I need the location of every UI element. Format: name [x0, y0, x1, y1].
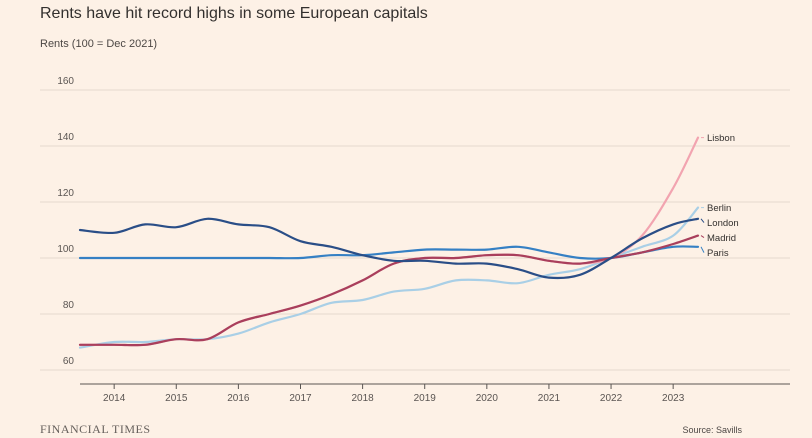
series-line-berlin	[78, 206, 700, 349]
x-tick-label: 2017	[289, 393, 312, 404]
x-tick-label: 2018	[351, 393, 374, 404]
series-label-leader	[700, 246, 705, 253]
publisher-logo: FINANCIAL TIMES	[40, 422, 151, 436]
x-tick-label: 2023	[662, 393, 685, 404]
series-label-leader	[700, 235, 705, 239]
y-tick-label: 60	[63, 356, 75, 367]
series-line-madrid	[78, 234, 700, 347]
series-line-paris	[78, 245, 700, 260]
x-tick-label: 2021	[538, 393, 561, 404]
series-labels: Lisbon Berlin London Madrid Paris	[700, 133, 739, 259]
x-tick-label: 2016	[227, 393, 250, 404]
series-label-lisbon: Lisbon	[707, 133, 735, 144]
x-tick-label: 2022	[600, 393, 623, 404]
series-label-madrid: Madrid	[707, 233, 736, 244]
y-tick-label: 100	[57, 244, 74, 255]
x-tick-label: 2019	[414, 393, 437, 404]
x-axis: 2014 2015 2016 2017 2018 2019 2020 2021 2022 2023	[80, 383, 790, 404]
x-tick-label: 2014	[103, 393, 126, 404]
source-note: Source: Savills	[682, 425, 742, 435]
series-line-london	[78, 217, 700, 280]
series-lines	[78, 136, 700, 349]
y-tick-label: 160	[57, 76, 74, 87]
series-label-paris: Paris	[707, 248, 729, 259]
y-tick-label: 120	[57, 188, 74, 199]
series-label-leader	[700, 218, 705, 223]
x-tick-label: 2020	[476, 393, 499, 404]
x-tick-label: 2015	[165, 393, 188, 404]
series-label-london: London	[707, 218, 739, 229]
chart-subtitle: Rents (100 = Dec 2021)	[40, 38, 158, 50]
y-tick-label: 140	[57, 132, 74, 143]
y-tick-label: 80	[63, 300, 75, 311]
chart-title: Rents have hit record highs in some Euro…	[40, 5, 428, 22]
series-label-berlin: Berlin	[707, 203, 731, 214]
